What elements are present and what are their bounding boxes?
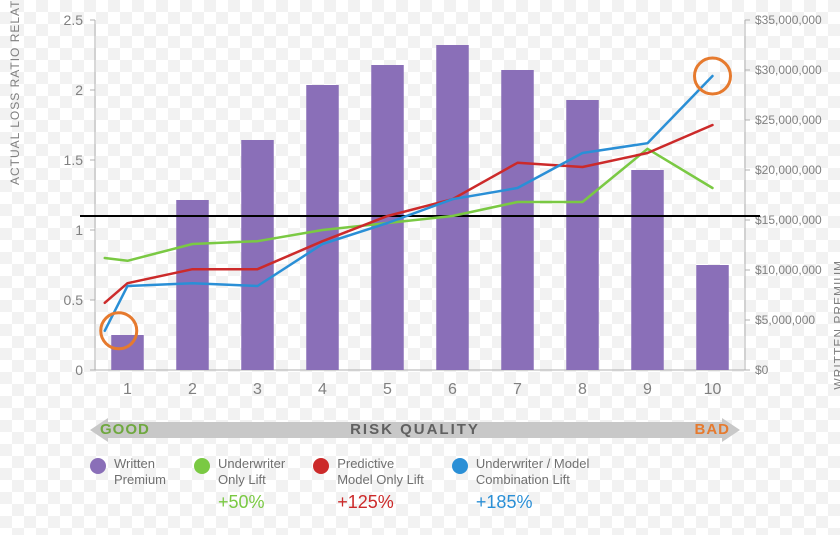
svg-text:7: 7: [513, 381, 522, 398]
chart-plot: 0 0.5 1 1.5 2 2.5 $0 $5,000,000 $10,000,000 $15,0…: [0, 0, 840, 412]
svg-text:2.5: 2.5: [64, 12, 84, 28]
svg-text:10: 10: [704, 381, 722, 398]
left-y-axis-label: ACTUAL LOSS RATIO RELATIVITY: [8, 0, 22, 185]
bar: [501, 70, 534, 370]
bar: [631, 170, 664, 370]
svg-text:8: 8: [578, 381, 587, 398]
legend-item: WrittenPremium: [90, 456, 166, 513]
svg-text:5: 5: [383, 381, 392, 398]
svg-text:$0: $0: [755, 363, 769, 377]
legend-lift-pct: +50%: [218, 491, 285, 514]
svg-text:$20,000,000: $20,000,000: [755, 163, 822, 177]
svg-text:2: 2: [75, 82, 83, 98]
right-y-axis-label: WRITTEN PREMIUM: [832, 260, 840, 390]
svg-text:4: 4: [318, 381, 327, 398]
bar: [176, 200, 209, 370]
svg-text:$10,000,000: $10,000,000: [755, 263, 822, 277]
legend: WrittenPremium UnderwriterOnly Lift+50% Pr…: [90, 456, 770, 513]
legend-lift-pct: +125%: [337, 491, 424, 514]
bar: [371, 65, 404, 370]
x-axis-bad-label: BAD: [695, 418, 731, 442]
legend-dot-icon: [313, 458, 329, 474]
chart-container: ACTUAL LOSS RATIO RELATIVITY WRITTEN PRE…: [0, 0, 840, 535]
svg-text:1: 1: [75, 222, 83, 238]
svg-text:0.5: 0.5: [64, 292, 84, 308]
legend-text: UnderwriterOnly Lift+50%: [218, 456, 285, 513]
legend-item: Underwriter / ModelCombination Lift+185%: [452, 456, 589, 513]
svg-text:1: 1: [123, 381, 132, 398]
legend-dot-icon: [452, 458, 468, 474]
svg-text:$5,000,000: $5,000,000: [755, 313, 815, 327]
bar: [111, 335, 144, 370]
x-axis-title: RISK QUALITY: [90, 418, 740, 442]
bar: [696, 265, 729, 370]
legend-text: Underwriter / ModelCombination Lift+185%: [476, 456, 589, 513]
svg-text:1.5: 1.5: [64, 152, 84, 168]
x-axis-arrow-bar: GOOD RISK QUALITY BAD: [90, 418, 740, 442]
legend-text: PredictiveModel Only Lift+125%: [337, 456, 424, 513]
legend-dot-icon: [194, 458, 210, 474]
svg-text:$30,000,000: $30,000,000: [755, 63, 822, 77]
svg-text:0: 0: [75, 362, 83, 378]
svg-text:$35,000,000: $35,000,000: [755, 13, 822, 27]
bar: [306, 85, 339, 370]
svg-text:6: 6: [448, 381, 457, 398]
legend-item: PredictiveModel Only Lift+125%: [313, 456, 424, 513]
bar: [436, 45, 469, 370]
legend-item: UnderwriterOnly Lift+50%: [194, 456, 285, 513]
legend-text: WrittenPremium: [114, 456, 166, 489]
svg-text:9: 9: [643, 381, 652, 398]
svg-text:2: 2: [188, 381, 197, 398]
svg-text:3: 3: [253, 381, 262, 398]
legend-lift-pct: +185%: [476, 491, 589, 514]
svg-text:$25,000,000: $25,000,000: [755, 113, 822, 127]
legend-dot-icon: [90, 458, 106, 474]
bar: [241, 140, 274, 370]
svg-text:$15,000,000: $15,000,000: [755, 213, 822, 227]
bar: [566, 100, 599, 370]
